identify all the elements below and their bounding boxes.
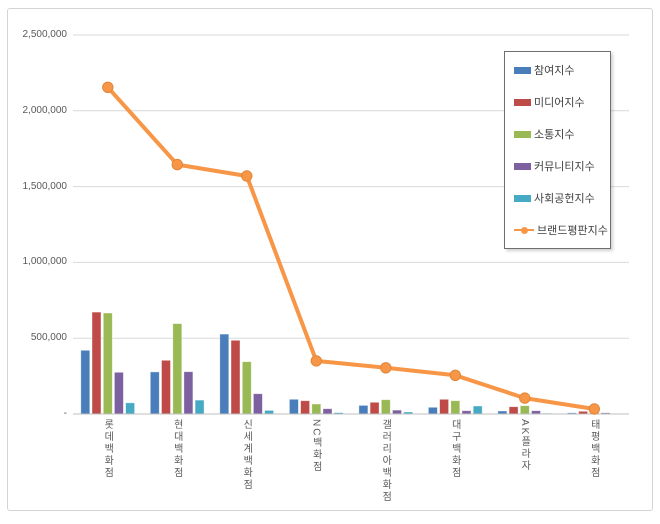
- legend-bar-swatch-icon: [514, 194, 531, 202]
- marker-브랜드평판지수-신세계백화점: [241, 170, 253, 182]
- x-axis-label-현대백화점: 현대백화점: [171, 419, 183, 479]
- bar-커뮤니티지수-NC백화점: [322, 408, 333, 415]
- marker-브랜드평판지수-롯데백화점: [102, 81, 114, 94]
- legend-line-swatch-icon: [514, 226, 534, 235]
- legend-label: 소통지수: [534, 129, 575, 141]
- bar-커뮤니티지수-롯데백화점: [114, 371, 124, 415]
- legend-item-참여지수: 참여지수: [514, 62, 610, 78]
- x-axis-label-AK플라자: AK플라자: [518, 419, 530, 473]
- bar-소통지수-롯데백화점: [102, 312, 113, 415]
- y-tick-label: -: [63, 408, 67, 419]
- marker-브랜드평판지수-갤러리아백화점: [380, 362, 392, 374]
- bar-미디어지수-NC백화점: [300, 400, 311, 415]
- bar-커뮤니티지수-갤러리아백화점: [392, 409, 402, 415]
- bar-소통지수-현대백화점: [172, 323, 183, 415]
- x-axis-label-NC백화점: NC백화점: [310, 419, 322, 474]
- chart-plot-area: [73, 34, 629, 415]
- legend-item-브랜드평판지수: 브랜드평판지수: [514, 222, 610, 238]
- bar-참여지수-신세계백화점: [219, 333, 230, 415]
- marker-브랜드평판지수-NC백화점: [310, 355, 322, 367]
- x-axis-label-롯데백화점: 롯데백화점: [101, 419, 113, 479]
- marker-브랜드평판지수-태평백화점: [588, 403, 600, 415]
- legend-label: 브랜드평판지수: [537, 225, 608, 237]
- bar-소통지수-대구백화점: [450, 400, 461, 415]
- bar-사회공헌지수-현대백화점: [194, 399, 205, 415]
- bar-소통지수-신세계백화점: [241, 361, 252, 415]
- marker-브랜드평판지수-AK플라자: [519, 392, 531, 404]
- bar-미디어지수-대구백화점: [439, 398, 450, 415]
- bar-참여지수-NC백화점: [288, 398, 299, 415]
- bar-미디어지수-롯데백화점: [91, 311, 102, 415]
- bar-사회공헌지수-롯데백화점: [125, 402, 135, 415]
- legend-bar-swatch-icon: [514, 162, 531, 170]
- chart-frame: - 500,000 1,000,000 1,500,000 2,000,000 2,500…: [7, 8, 653, 511]
- bar-참여지수-갤러리아백화점: [358, 404, 369, 415]
- legend-label: 참여지수: [534, 65, 575, 77]
- line-브랜드평판지수: [105, 85, 597, 411]
- x-axis-label-태평백화점: 태평백화점: [588, 419, 600, 479]
- bar-소통지수-AK플라자: [519, 405, 530, 415]
- marker-브랜드평판지수-대구백화점: [449, 369, 461, 381]
- legend-item-커뮤니티지수: 커뮤니티지수: [514, 158, 610, 174]
- y-tick-label: 1,500,000: [22, 180, 68, 192]
- legend-item-사회공헌지수: 사회공헌지수: [514, 190, 610, 206]
- y-tick-label: 500,000: [30, 332, 67, 344]
- y-tick-label: 2,500,000: [22, 29, 68, 40]
- y-tick-label: 2,000,000: [22, 104, 68, 116]
- legend-label: 커뮤니티지수: [534, 161, 595, 173]
- bar-참여지수-롯데백화점: [80, 349, 91, 415]
- bar-사회공헌지수-대구백화점: [472, 405, 483, 415]
- bar-커뮤니티지수-신세계백화점: [252, 393, 263, 415]
- bar-미디어지수-갤러리아백화점: [369, 401, 380, 415]
- x-axis-label-신세계백화점: 신세계백화점: [240, 419, 252, 491]
- bar-사회공헌지수-신세계백화점: [264, 409, 275, 415]
- bar-미디어지수-AK플라자: [508, 406, 519, 415]
- bar-참여지수-현대백화점: [149, 371, 160, 415]
- legend-bar-swatch-icon: [514, 130, 531, 138]
- bar-미디어지수-신세계백화점: [230, 339, 241, 415]
- bar-커뮤니티지수-현대백화점: [183, 371, 194, 415]
- bar-미디어지수-현대백화점: [161, 359, 171, 415]
- bar-소통지수-NC백화점: [311, 403, 322, 415]
- marker-브랜드평판지수-현대백화점: [171, 158, 184, 171]
- legend-item-미디어지수: 미디어지수: [514, 94, 610, 110]
- x-axis-label-갤러리아백화점: 갤러리아백화점: [379, 419, 391, 503]
- legend-label: 미디어지수: [534, 97, 585, 109]
- bar-소통지수-갤러리아백화점: [380, 399, 391, 415]
- y-tick-label: 1,000,000: [22, 256, 68, 268]
- legend-bar-swatch-icon: [514, 98, 531, 106]
- x-axis-label-대구백화점: 대구백화점: [449, 419, 461, 479]
- legend-item-소통지수: 소통지수: [514, 126, 610, 142]
- legend-label: 사회공헌지수: [534, 193, 595, 205]
- bar-참여지수-대구백화점: [427, 406, 438, 415]
- legend-bar-swatch-icon: [514, 66, 531, 74]
